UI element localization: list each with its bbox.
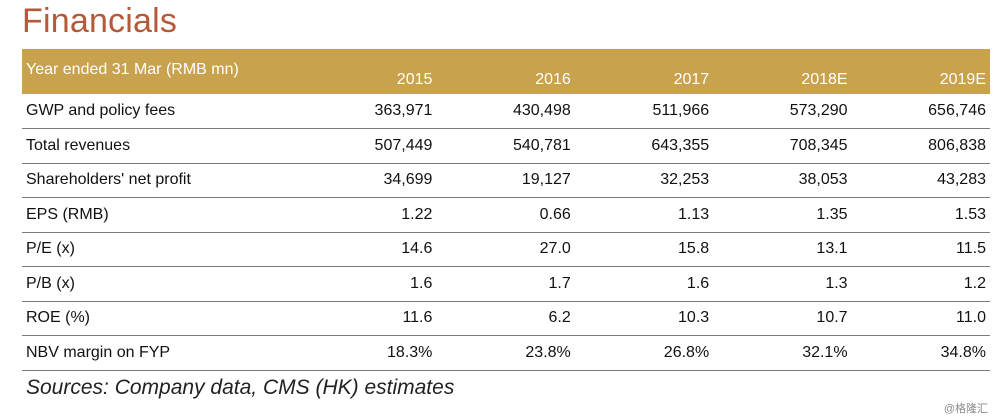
- page-title: Financials: [22, 2, 178, 40]
- table-cell: 10.3: [574, 301, 714, 336]
- row-label: P/E (x): [22, 232, 298, 267]
- table-cell: 511,966: [574, 94, 714, 129]
- table-cell: 15.8: [574, 232, 714, 267]
- table-cell: 10.7: [713, 301, 852, 336]
- table-row: Shareholders' net profit 34,699 19,127 3…: [22, 163, 990, 198]
- table-row: ROE (%) 11.6 6.2 10.3 10.7 11.0: [22, 301, 990, 336]
- table-cell: 38,053: [713, 163, 852, 198]
- table-cell: 14.6: [298, 232, 437, 267]
- row-label: P/B (x): [22, 266, 298, 302]
- source-note: Sources: Company data, CMS (HK) estimate…: [26, 376, 455, 399]
- table-row: GWP and policy fees 363,971 430,498 511,…: [22, 94, 990, 129]
- table-cell: 1.3: [713, 266, 852, 302]
- financials-table: Year ended 31 Mar (RMB mn) 2015 2016 201…: [22, 49, 990, 371]
- row-label: EPS (RMB): [22, 197, 298, 233]
- table-cell: 1.22: [298, 197, 437, 233]
- table-row: P/B (x) 1.6 1.7 1.6 1.3 1.2: [22, 266, 990, 302]
- table-cell: 6.2: [436, 301, 575, 336]
- table-cell: 34,699: [298, 163, 437, 198]
- table-cell: 1.13: [574, 197, 714, 233]
- table-cell: 0.66: [436, 197, 575, 233]
- table-cell: 26.8%: [574, 335, 714, 371]
- table-cell: 1.6: [574, 266, 714, 302]
- table-cell: 1.35: [713, 197, 852, 233]
- table-cell: 32,253: [574, 163, 714, 198]
- row-label: Total revenues: [22, 128, 298, 164]
- table-cell: 643,355: [574, 128, 714, 164]
- table-cell: 1.53: [851, 197, 990, 233]
- table-row: Total revenues 507,449 540,781 643,355 7…: [22, 128, 990, 164]
- table-cell: 656,746: [851, 94, 990, 129]
- table-cell: 11.6: [298, 301, 437, 336]
- table-cell: 19,127: [436, 163, 575, 198]
- table-cell: 43,283: [851, 163, 990, 198]
- watermark: @格隆汇: [943, 403, 988, 415]
- row-label: Shareholders' net profit: [22, 163, 298, 198]
- year-header: 2019E: [939, 71, 986, 88]
- table-header-row: Year ended 31 Mar (RMB mn) 2015 2016 201…: [22, 49, 990, 94]
- table-cell: 11.5: [851, 232, 990, 267]
- year-header: 2015: [396, 71, 433, 88]
- table-row: P/E (x) 14.6 27.0 15.8 13.1 11.5: [22, 232, 990, 267]
- table-cell: 27.0: [436, 232, 575, 267]
- table-cell: 1.6: [298, 266, 437, 302]
- year-header: 2016: [535, 71, 571, 88]
- table-cell: 18.3%: [298, 335, 437, 371]
- header-label: Year ended 31 Mar (RMB mn): [26, 61, 239, 78]
- table-cell: 23.8%: [436, 335, 575, 371]
- table-cell: 34.8%: [851, 335, 990, 371]
- table-cell: 806,838: [851, 128, 990, 164]
- year-header: 2018E: [801, 71, 848, 88]
- table-cell: 1.2: [851, 266, 990, 302]
- year-header: 2017: [673, 71, 710, 88]
- table-cell: 507,449: [298, 128, 437, 164]
- table-cell: 11.0: [851, 301, 990, 336]
- table-cell: 363,971: [298, 94, 437, 129]
- table-row: EPS (RMB) 1.22 0.66 1.13 1.35 1.53: [22, 197, 990, 233]
- table-cell: 573,290: [713, 94, 852, 129]
- row-label: ROE (%): [22, 301, 298, 336]
- row-label: GWP and policy fees: [22, 94, 298, 129]
- table-cell: 430,498: [436, 94, 575, 129]
- table-cell: 32.1%: [713, 335, 852, 371]
- table-cell: 708,345: [713, 128, 852, 164]
- row-label: NBV margin on FYP: [22, 335, 298, 371]
- table-cell: 13.1: [713, 232, 852, 267]
- table-cell: 1.7: [436, 266, 575, 302]
- table-row: NBV margin on FYP 18.3% 23.8% 26.8% 32.1…: [22, 335, 990, 371]
- table-cell: 540,781: [436, 128, 575, 164]
